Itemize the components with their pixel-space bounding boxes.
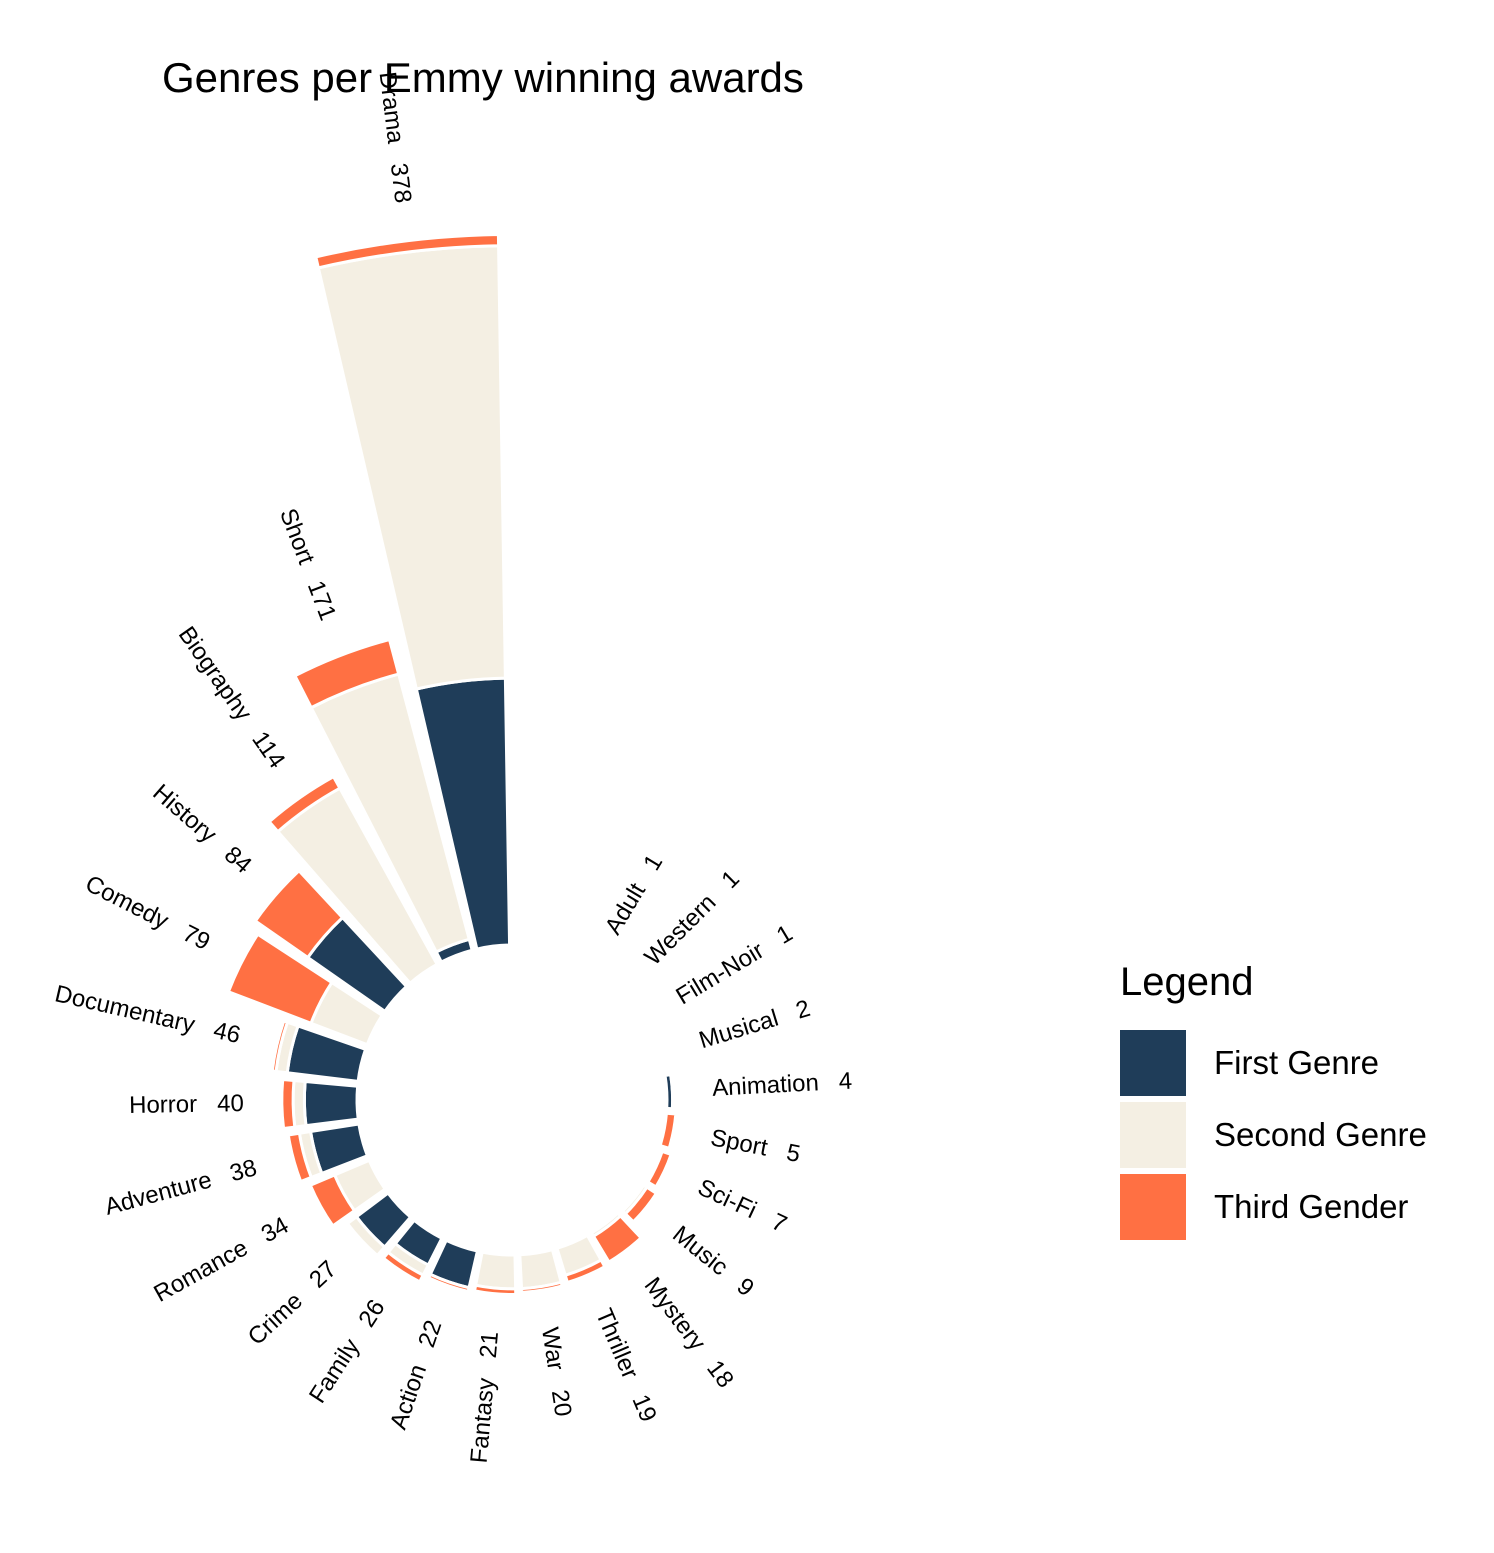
category-label-adult: Adult 1	[600, 850, 668, 939]
bar-adult-third-gender	[575, 955, 609, 979]
bar-horror-third-gender	[280, 1077, 297, 1131]
bar-family-third-gender	[381, 1250, 426, 1284]
bar-action-third-gender	[426, 1272, 471, 1294]
bar-mystery-third-gender	[591, 1213, 644, 1265]
category-label-animation: Animation 4	[711, 1068, 852, 1102]
bar-romance-third-gender	[308, 1172, 357, 1228]
category-label-fantasy: Fantasy 21	[466, 1330, 504, 1464]
legend: Legend First Genre Second Genre Third Ge…	[1120, 960, 1427, 1243]
category-label-mystery: Mystery 18	[639, 1272, 739, 1393]
bar-segments	[226, 232, 678, 1296]
category-label-family: Family 26	[304, 1295, 391, 1408]
bar-adventure-third-gender	[286, 1131, 314, 1184]
bar-comedy-third-gender	[226, 932, 334, 1026]
bar-war-third-gender	[519, 1280, 565, 1294]
bar-thriller-third-gender	[563, 1258, 607, 1285]
category-label-drama: Drama 378	[374, 70, 417, 204]
bar-sci-fi-third-gender	[645, 1149, 673, 1189]
category-label-horror: Horror 40	[129, 1090, 244, 1119]
category-label-sci-fi: Sci-Fi 7	[694, 1174, 791, 1238]
bar-drama-third-gender	[314, 232, 501, 270]
bar-western-first-genre	[607, 975, 637, 1005]
legend-item-second-genre: Second Genre	[1120, 1099, 1427, 1171]
category-label-history: History 84	[147, 779, 256, 879]
bar-crime-second-genre	[345, 1214, 387, 1258]
category-label-music: Music 9	[667, 1221, 759, 1302]
bar-history-third-gender	[253, 868, 345, 960]
bar-horror-first-genre	[302, 1079, 360, 1128]
bar-drama-second-genre	[316, 244, 507, 691]
category-label-thriller: Thriller 19	[590, 1305, 662, 1426]
category-label-comedy: Comedy 79	[81, 870, 215, 956]
chart-title: Genres per Emmy winning awards	[162, 54, 804, 101]
legend-label-third-gender: Third Gender	[1214, 1188, 1409, 1225]
category-label-crime: Crime 27	[243, 1256, 342, 1351]
legend-label-first-genre: First Genre	[1214, 1044, 1380, 1081]
category-label-romance: Romance 34	[149, 1212, 293, 1308]
bar-sport-third-gender	[658, 1111, 678, 1151]
bar-musical-third-gender	[654, 1035, 670, 1073]
bar-music-third-gender	[623, 1185, 659, 1224]
bar-short-third-gender	[292, 637, 401, 710]
category-label-musical: Musical 2	[696, 995, 814, 1054]
legend-swatch-first-genre	[1120, 1030, 1186, 1096]
category-label-biography: Biography 114	[173, 622, 291, 774]
category-label-war: War 20	[536, 1325, 577, 1418]
legend-swatch-second-genre	[1120, 1102, 1186, 1168]
category-label-short: Short 171	[274, 505, 341, 624]
bar-documentary-third-gender	[270, 1019, 290, 1074]
category-label-adventure: Adventure 38	[102, 1154, 260, 1220]
category-label-documentary: Documentary 46	[52, 980, 243, 1049]
category-label-action: Action 22	[385, 1317, 447, 1433]
bar-fantasy-second-genre	[473, 1250, 518, 1291]
legend-item-first-genre: First Genre	[1120, 1027, 1427, 1099]
legend-item-third-gender: Third Gender	[1120, 1171, 1427, 1243]
bar-fantasy-third-gender	[472, 1283, 518, 1296]
legend-swatch-third-gender	[1120, 1174, 1186, 1240]
legend-label-second-genre: Second Genre	[1214, 1116, 1427, 1153]
category-label-sport: Sport 5	[708, 1124, 802, 1168]
bar-film-noir-second-genre	[633, 1003, 657, 1037]
bar-biography-third-gender	[267, 774, 342, 834]
legend-title: Legend	[1120, 960, 1254, 1004]
bar-animation-third-gender	[668, 1072, 677, 1111]
